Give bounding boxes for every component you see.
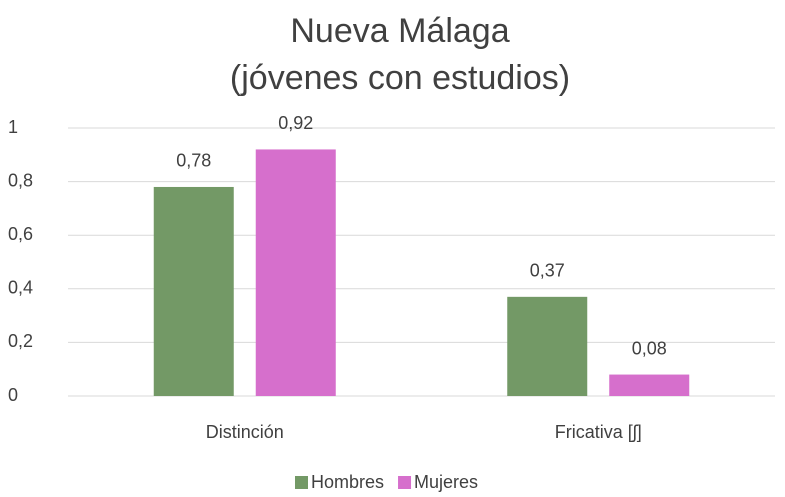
chart-title: (jóvenes con estudios) xyxy=(230,59,570,97)
x-tick-label: Distinción xyxy=(206,422,284,442)
bar xyxy=(255,149,336,396)
bar xyxy=(507,296,588,396)
legend-label: Hombres xyxy=(311,472,384,492)
data-label: 0,92 xyxy=(278,113,313,133)
y-tick-label: 1 xyxy=(8,117,18,137)
bar xyxy=(609,374,690,396)
bar xyxy=(153,186,234,396)
y-tick-label: 0,2 xyxy=(8,331,33,351)
legend-swatch xyxy=(398,476,412,489)
y-tick-label: 0,4 xyxy=(8,278,33,298)
y-tick-label: 0,8 xyxy=(8,170,33,190)
chart-title: Nueva Málaga xyxy=(290,12,509,50)
x-tick-label: Fricativa [ʃ] xyxy=(555,422,642,442)
legend-swatch xyxy=(295,476,308,489)
data-label: 0,78 xyxy=(176,151,211,171)
y-tick-label: 0 xyxy=(8,385,18,405)
y-tick-label: 0,6 xyxy=(8,224,33,244)
data-label: 0,08 xyxy=(632,338,667,358)
legend-label: Mujeres xyxy=(414,472,478,492)
data-label: 0,37 xyxy=(530,261,565,281)
